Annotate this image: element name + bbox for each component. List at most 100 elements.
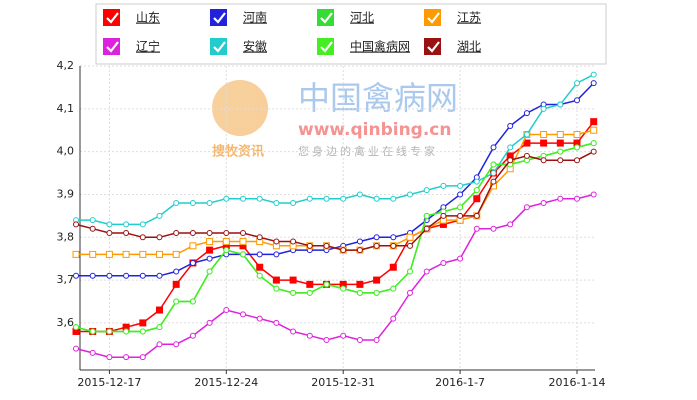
point [356, 289, 363, 296]
point [290, 238, 297, 245]
legend-label[interactable]: 江苏 [457, 11, 481, 25]
point [272, 276, 280, 284]
point [356, 238, 363, 245]
x-tick-label: 2016-1-7 [435, 376, 485, 389]
legend-swatch[interactable] [317, 9, 334, 26]
legend-swatch[interactable] [210, 38, 227, 55]
legend-swatch[interactable] [103, 9, 120, 26]
point [106, 354, 113, 361]
logo [212, 80, 268, 136]
point [323, 195, 330, 202]
point [306, 280, 314, 288]
point [574, 97, 580, 104]
point [574, 80, 580, 87]
point [189, 298, 196, 305]
point [256, 263, 264, 271]
point [373, 337, 380, 344]
legend-swatch[interactable] [424, 38, 441, 55]
point [557, 101, 564, 108]
point [139, 221, 146, 228]
point [407, 289, 413, 296]
legend-swatch[interactable] [317, 38, 334, 55]
point [139, 272, 146, 279]
legend-check [320, 12, 333, 24]
point [223, 247, 230, 254]
point [540, 157, 547, 164]
point [557, 148, 564, 155]
point [557, 157, 564, 164]
point [290, 289, 297, 296]
point [323, 337, 330, 344]
x-tick-label: 2016-1-14 [549, 376, 606, 389]
point [340, 332, 347, 339]
point [206, 238, 214, 246]
point [139, 354, 146, 361]
legend-label[interactable]: 中国禽病网 [350, 39, 410, 54]
point [473, 178, 480, 185]
point [256, 234, 263, 241]
point [507, 144, 514, 151]
legend-check [427, 12, 440, 24]
point [540, 131, 548, 139]
point [340, 247, 347, 254]
point [423, 212, 430, 219]
point [89, 272, 96, 279]
point [189, 332, 196, 339]
point [323, 242, 330, 249]
legend-label[interactable]: 河北 [350, 11, 374, 25]
series-line [76, 73, 595, 226]
point [256, 251, 263, 258]
point [340, 195, 347, 202]
point [106, 229, 113, 236]
legend-label[interactable]: 辽宁 [136, 39, 160, 54]
legend-label[interactable]: 湖北 [457, 39, 481, 54]
point [156, 306, 163, 314]
legend-swatch[interactable] [210, 9, 227, 26]
point [323, 281, 330, 288]
point [290, 328, 297, 335]
watermark-url: www.qinbing.cn [298, 120, 452, 140]
point [72, 250, 80, 258]
x-tick-label: 2015-12-31 [311, 376, 375, 389]
point [423, 268, 430, 275]
y-tick-label: 3,9 [57, 187, 75, 200]
point [490, 161, 497, 168]
point [123, 272, 130, 279]
point [189, 229, 196, 236]
point [490, 144, 497, 151]
point [457, 204, 464, 211]
point [123, 229, 130, 236]
x-tick-label: 2015-12-24 [194, 376, 258, 389]
point [123, 221, 130, 228]
point [390, 315, 397, 322]
point [73, 345, 79, 352]
point [222, 238, 230, 246]
legend-swatch[interactable] [424, 9, 441, 26]
legend-check [213, 12, 226, 24]
point [340, 285, 347, 292]
point [423, 187, 430, 194]
point [223, 307, 230, 314]
point [373, 276, 381, 284]
point [406, 233, 414, 241]
point [123, 328, 130, 335]
point [473, 225, 480, 232]
point [172, 250, 180, 258]
y-tick-label: 3,6 [57, 316, 75, 329]
legend-label[interactable]: 山东 [136, 11, 160, 25]
point [457, 191, 464, 198]
point [240, 251, 246, 258]
point [123, 354, 130, 361]
legend-label[interactable]: 河南 [243, 10, 267, 25]
point [223, 195, 230, 202]
point [523, 152, 530, 159]
point [523, 110, 530, 117]
legend-label[interactable]: 安徽 [243, 39, 267, 54]
point [490, 225, 497, 232]
point [423, 225, 430, 232]
point [73, 324, 79, 331]
legend-swatch[interactable] [103, 38, 120, 55]
point [105, 250, 113, 258]
point [457, 182, 464, 189]
